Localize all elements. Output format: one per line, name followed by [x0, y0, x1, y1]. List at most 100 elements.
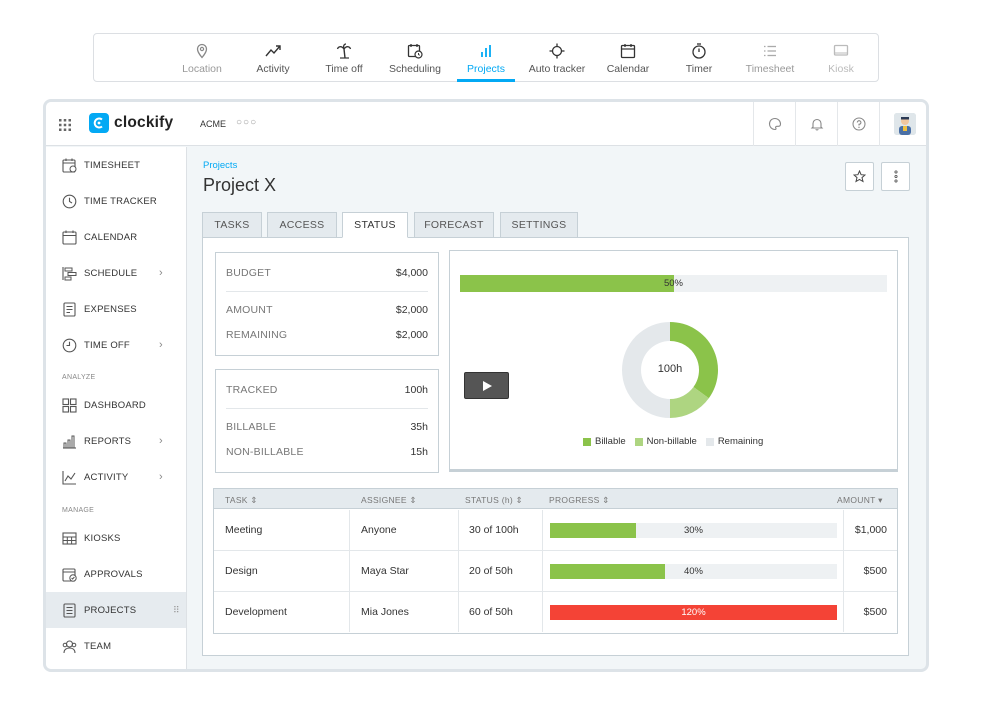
cell-divider	[843, 551, 844, 591]
sidebar-item-label: CALENDAR	[84, 231, 138, 243]
clockify-logo-icon	[89, 113, 109, 133]
remaining-label: REMAINING	[226, 329, 288, 341]
divider	[226, 291, 428, 292]
donut-segment-remaining	[622, 322, 670, 418]
drag-handle-icon[interactable]: ⠿	[173, 604, 180, 615]
help-button[interactable]	[837, 102, 879, 146]
sidebar-item-time-tracker[interactable]: TIME TRACKER	[46, 183, 186, 219]
task-progress-fill	[550, 605, 837, 620]
avatar[interactable]	[894, 113, 916, 135]
feature-calendar[interactable]: Calendar	[592, 34, 664, 82]
task-progress-bar: 30%	[550, 523, 837, 538]
feature-activity[interactable]: Activity	[237, 34, 309, 82]
feature-time-off[interactable]: Time off	[308, 34, 380, 82]
sidebar-item-timesheet[interactable]: TIMESHEET	[46, 147, 186, 183]
tab-tasks[interactable]: TASKS	[202, 212, 262, 238]
sidebar-item-schedule[interactable]: SCHEDULE ›	[46, 255, 186, 291]
remaining-value: $2,000	[395, 329, 428, 341]
sidebar: TIMESHEET TIME TRACKER CALENDAR SCHEDULE…	[46, 147, 187, 669]
feature-kiosk[interactable]: Kiosk	[805, 34, 877, 82]
sidebar-item-label: PROJECTS	[84, 604, 137, 616]
sidebar-item-time-off[interactable]: TIME OFF ›	[46, 327, 186, 363]
tab-forecast[interactable]: FORECAST	[414, 212, 494, 238]
clockify-logo[interactable]: clockify	[89, 113, 173, 133]
sidebar-item-projects[interactable]: PROJECTS ⠿	[46, 592, 186, 628]
play-video-button[interactable]	[464, 372, 509, 399]
stopwatch-icon	[692, 43, 706, 59]
breadcrumb[interactable]: Projects	[203, 160, 238, 171]
sidebar-item-kiosks[interactable]: KIOSKS	[46, 520, 186, 556]
feature-nav: Location Activity Time off Scheduling Pr…	[93, 33, 879, 82]
header-assignee[interactable]: ASSIGNEE ⇕	[361, 495, 417, 505]
feature-label: Timesheet	[745, 63, 795, 75]
task-progress-fill	[550, 523, 637, 538]
dashboard-icon	[62, 397, 77, 413]
more-vertical-icon	[893, 170, 898, 183]
sidebar-item-label: TIME OFF	[84, 339, 130, 351]
notifications-button[interactable]	[795, 102, 837, 146]
palm-tree-icon	[336, 43, 352, 59]
sidebar-item-dashboard[interactable]: DASHBOARD	[46, 387, 186, 423]
feature-timesheet[interactable]: Timesheet	[734, 34, 806, 82]
table-row[interactable]: Development Mia Jones 60 of 50h 120% $50…	[214, 592, 897, 633]
app-topbar: clockify ACME ○○○	[46, 102, 926, 146]
header-amount[interactable]: AMOUNT ▾	[837, 495, 883, 505]
header-progress[interactable]: PROGRESS ⇕	[549, 495, 610, 505]
calendar-icon	[62, 230, 77, 245]
task-progress-label: 40%	[683, 566, 703, 577]
sidebar-item-reports[interactable]: REPORTS ›	[46, 423, 186, 459]
feature-location[interactable]: Location	[166, 34, 238, 82]
star-icon	[853, 170, 866, 183]
sidebar-item-label: TEAM	[84, 640, 112, 652]
approvals-icon	[62, 567, 77, 582]
more-options-button[interactable]	[881, 162, 910, 191]
clock-icon	[62, 194, 77, 208]
legend-swatch	[634, 437, 643, 446]
sidebar-item-team[interactable]: TEAM	[46, 628, 186, 664]
feature-label: Scheduling	[389, 63, 441, 75]
feature-projects[interactable]: Projects	[450, 34, 522, 82]
budget-progress-fill	[460, 275, 674, 292]
list-icon	[764, 45, 776, 57]
tab-status[interactable]: STATUS	[342, 212, 408, 238]
sidebar-item-label: ACTIVITY	[84, 471, 129, 483]
header-task[interactable]: TASK ⇕	[225, 495, 258, 505]
palette-button[interactable]	[753, 102, 795, 146]
cell-divider	[843, 592, 844, 632]
hours-card: TRACKED 100h BILLABLE 35h NON-BILLABLE 1…	[215, 369, 439, 473]
tracked-value: 100h	[404, 384, 428, 396]
billable-label: BILLABLE	[226, 421, 277, 433]
tab-access[interactable]: ACCESS	[267, 212, 337, 238]
feature-timer[interactable]: Timer	[663, 34, 735, 82]
hours-donut-chart	[622, 322, 718, 418]
tab-settings[interactable]: SETTINGS	[500, 212, 578, 238]
sidebar-item-calendar[interactable]: CALENDAR	[46, 219, 186, 255]
sidebar-item-label: APPROVALS	[84, 568, 143, 580]
tracked-label: TRACKED	[226, 384, 278, 396]
cell-amount: $1,000	[854, 524, 887, 536]
table-row[interactable]: Meeting Anyone 30 of 100h 30% $1,000	[214, 510, 897, 551]
sidebar-item-activity[interactable]: ACTIVITY ›	[46, 459, 186, 495]
feature-scheduling[interactable]: Scheduling	[379, 34, 451, 82]
cell-amount: $500	[863, 565, 887, 577]
cell-divider	[458, 551, 459, 591]
budget-chart-card: 50% 100h Billable Non-billable Remaining	[449, 250, 898, 472]
sidebar-item-expenses[interactable]: EXPENSES	[46, 291, 186, 327]
favorite-button[interactable]	[845, 162, 874, 191]
calendar-clock-icon	[407, 44, 423, 59]
activity-chart-icon	[265, 45, 281, 57]
table-row[interactable]: Design Maya Star 20 of 50h 40% $500	[214, 551, 897, 592]
feature-label: Time off	[325, 63, 363, 75]
workspace-menu-icon[interactable]: ○○○	[236, 117, 258, 128]
sidebar-item-label: REPORTS	[84, 435, 132, 447]
sidebar-item-label: KIOSKS	[84, 532, 121, 544]
cell-divider	[843, 510, 844, 550]
sidebar-item-approvals[interactable]: APPROVALS	[46, 556, 186, 592]
chevron-right-icon: ›	[159, 471, 163, 483]
projects-icon	[63, 602, 76, 618]
cell-task: Design	[225, 565, 258, 577]
header-status[interactable]: STATUS (h) ⇕	[465, 495, 524, 505]
feature-auto-tracker[interactable]: Auto tracker	[521, 34, 593, 82]
workspace-name[interactable]: ACME	[200, 119, 227, 129]
app-grid-icon[interactable]	[59, 119, 71, 131]
